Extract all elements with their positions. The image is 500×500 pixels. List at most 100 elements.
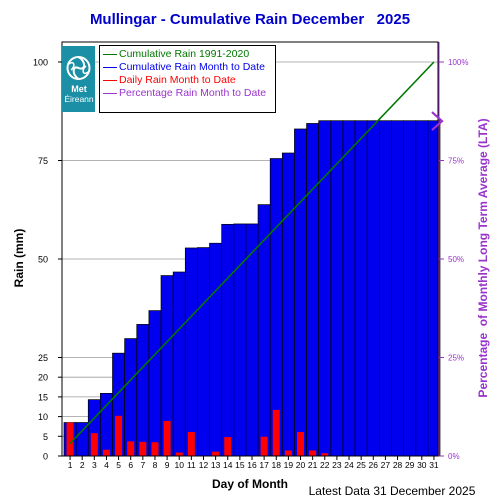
x-tick-label: 16 [247, 460, 257, 470]
legend-item-cumulative: Cumulative Rain Month to Date [100, 61, 275, 74]
cumulative-bar [330, 120, 344, 457]
y-tick-label: 100 [33, 58, 48, 68]
daily-bars [66, 409, 329, 456]
y-tick-label: 15 [38, 392, 48, 402]
logo-line2: Éireann [64, 94, 94, 104]
x-tick-label: 19 [284, 460, 294, 470]
cumulative-bar [209, 242, 223, 457]
legend-label: Cumulative Rain 1991-2020 [119, 48, 250, 60]
legend-label: Cumulative Rain Month to Date [119, 61, 265, 73]
met-eireann-swirl-icon: Met Éireann [64, 56, 94, 104]
y-axis-label: Rain (mm) [12, 229, 26, 288]
x-tick-label: 23 [332, 460, 342, 470]
cumulative-bar [379, 120, 392, 457]
y2-axis-label: Percentage of Monthly Long Term Average … [476, 118, 490, 397]
daily-bar [284, 450, 292, 456]
cumulative-bar [100, 393, 113, 457]
daily-bar [90, 433, 98, 456]
legend-label: Daily Rain Month to Date [119, 74, 236, 86]
x-tick-label: 1 [68, 460, 73, 470]
cumulative-bar [221, 223, 235, 457]
cumulative-bar [233, 223, 247, 457]
legend-swatch [103, 93, 117, 94]
y2-tick-label: 25% [448, 354, 464, 363]
x-tick-label: 7 [140, 460, 145, 470]
x-tick-label: 22 [320, 460, 330, 470]
x-tick-label: 9 [165, 460, 170, 470]
cumulative-bar [403, 120, 417, 457]
cumulative-bars [63, 120, 441, 457]
x-tick-label: 3 [92, 460, 97, 470]
plot-frame [61, 41, 439, 457]
met-eireann-logo: Met Éireann [62, 46, 95, 112]
latest-data-footer: Latest Data 31 December 2025 [309, 484, 476, 498]
x-tick-label: 14 [223, 460, 233, 470]
y2-tick-label: 100% [448, 58, 468, 67]
y-tick-label: 5 [43, 432, 48, 442]
x-tick-label: 4 [104, 460, 109, 470]
percentage-marker-group [431, 111, 444, 131]
daily-bar [297, 431, 305, 456]
cumulative-bar [172, 271, 186, 457]
x-tick-label: 13 [211, 460, 221, 470]
legend-label: Percentage Rain Month to Date [119, 87, 267, 99]
cumulative-bar [257, 204, 271, 457]
x-tick-label: 29 [405, 460, 415, 470]
lta-line-group [69, 61, 435, 444]
x-tick-label: 8 [153, 460, 158, 470]
cumulative-bar [148, 310, 162, 457]
x-tick-label: 30 [417, 460, 427, 470]
daily-bar [151, 442, 159, 456]
x-tick-label: 28 [393, 460, 403, 470]
daily-bar [139, 441, 147, 456]
y-tick-label: 75 [38, 156, 48, 166]
daily-bar [224, 437, 232, 456]
y-tick-label: 50 [38, 255, 48, 265]
legend-swatch [103, 80, 117, 81]
x-tick-label: 18 [272, 460, 282, 470]
legend-swatch [103, 67, 117, 68]
daily-bar [321, 453, 329, 456]
y-tick-label: 10 [38, 412, 48, 422]
lta-line [69, 61, 435, 444]
x-axis-label: Day of Month [212, 477, 288, 491]
y-tick-label: 0 [43, 452, 48, 462]
cumulative-bar [306, 123, 320, 457]
x-tick-label: 24 [344, 460, 354, 470]
x-tick-label: 10 [174, 460, 184, 470]
daily-bar [115, 415, 123, 456]
x-tick-label: 26 [369, 460, 379, 470]
daily-bar [309, 450, 317, 456]
x-tick-label: 27 [381, 460, 391, 470]
cumulative-bar [415, 120, 429, 457]
daily-bar [66, 422, 74, 456]
x-tick-label: 15 [235, 460, 245, 470]
cumulative-bar [136, 324, 150, 457]
cumulative-bar [75, 422, 89, 457]
x-tick-label: 31 [429, 460, 439, 470]
legend-item-lta: Cumulative Rain 1991-2020 [100, 48, 275, 61]
daily-bar [212, 451, 220, 456]
y2-tick-label: 75% [448, 157, 464, 166]
cumulative-bar [294, 128, 307, 457]
cumulative-bar [354, 120, 368, 457]
cumulative-bar [245, 223, 259, 457]
daily-bar [102, 449, 110, 456]
x-tick-label: 25 [356, 460, 366, 470]
x-tick-label: 11 [187, 460, 196, 470]
cumulative-bar [391, 120, 404, 457]
daily-bar [272, 409, 280, 456]
logo-line1: Met [71, 84, 87, 94]
daily-bar [187, 431, 195, 456]
daily-bar [260, 436, 268, 456]
cumulative-bar [281, 152, 295, 457]
x-tick-label: 17 [259, 460, 269, 470]
daily-bar [163, 420, 171, 456]
y2-tick-label: 0% [448, 452, 460, 461]
y2-tick-label: 50% [448, 255, 464, 264]
legend-item-percentage: Percentage Rain Month to Date [100, 87, 275, 100]
cumulative-bar [197, 247, 210, 457]
daily-bar [175, 452, 183, 456]
